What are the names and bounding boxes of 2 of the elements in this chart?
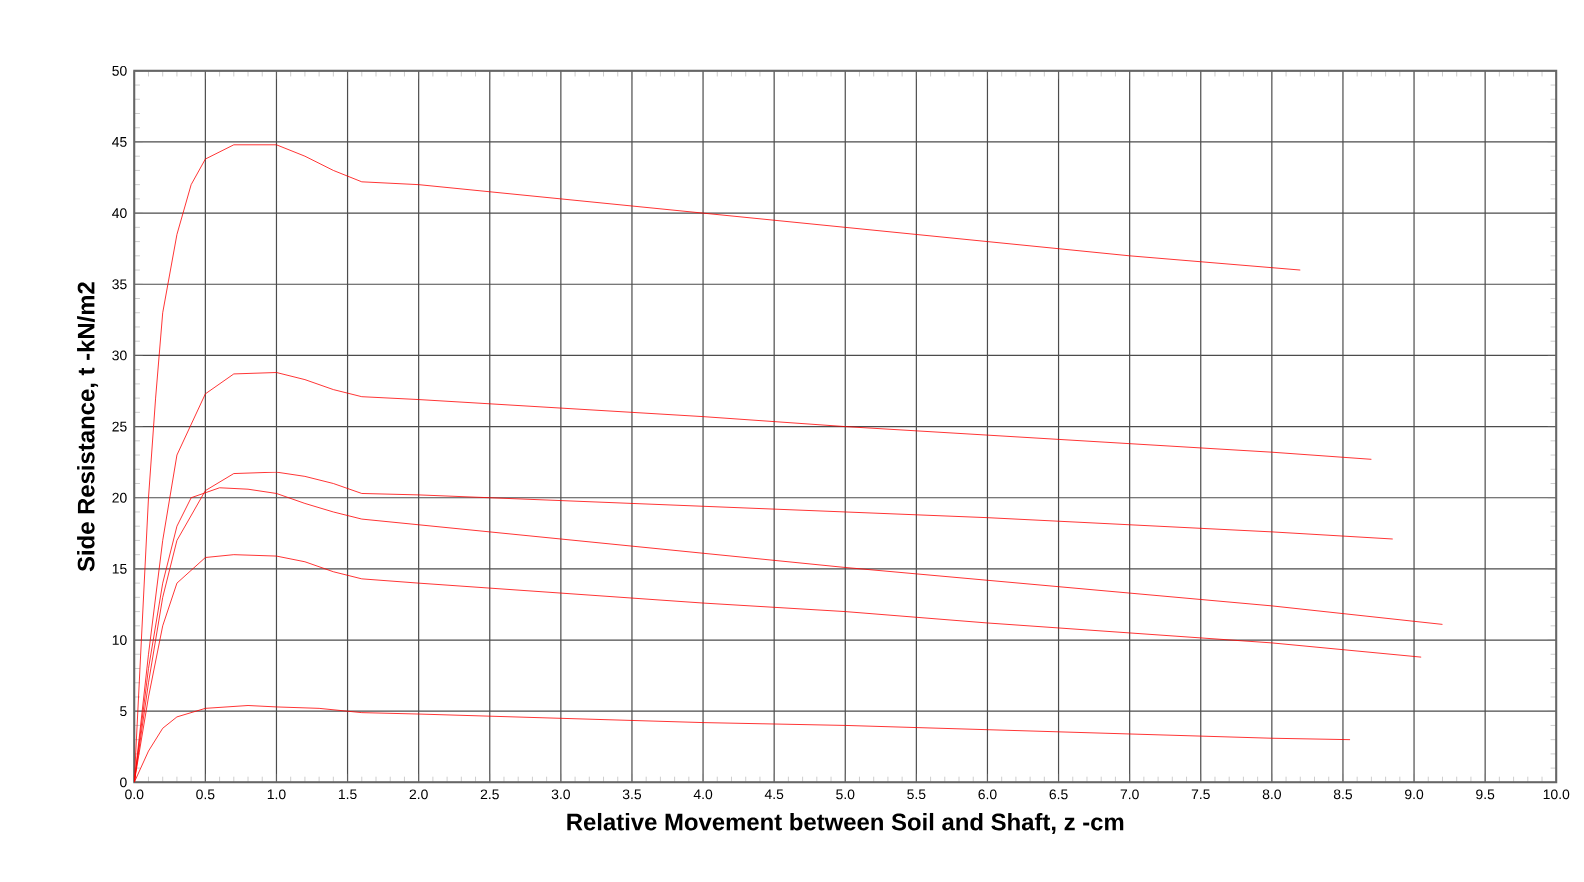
- x-axis-title: Relative Movement between Soil and Shaft, z -cm: [567, 812, 1124, 834]
- y-axis-title: Side Resistance, t -kN/m2: [77, 282, 99, 572]
